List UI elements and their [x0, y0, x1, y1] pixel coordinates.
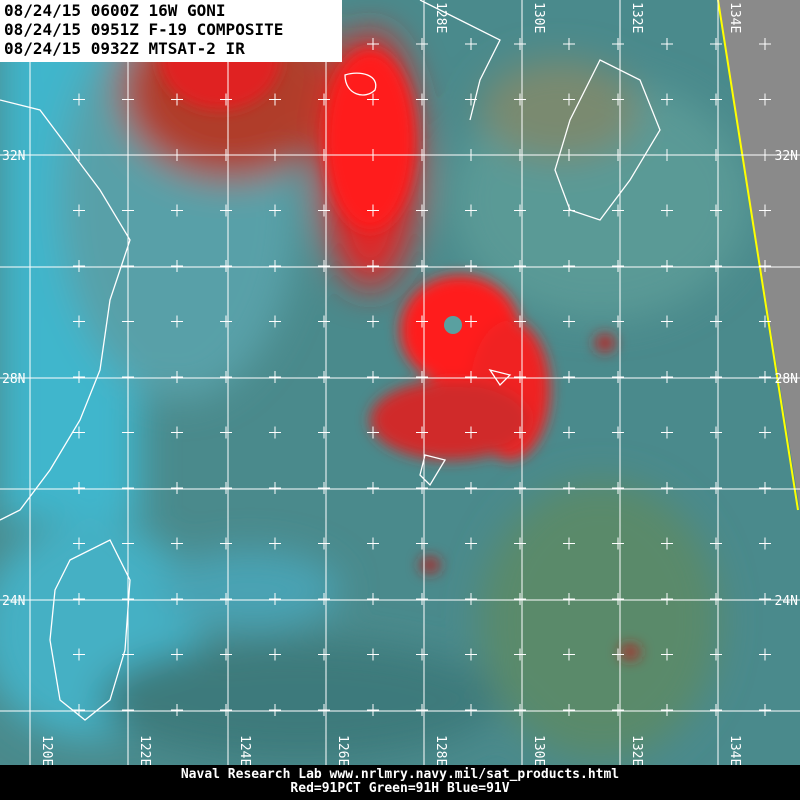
lon-label: 126E: [335, 735, 350, 766]
lon-label: 122E: [137, 735, 152, 766]
lon-label: 128E: [433, 735, 448, 766]
lat-label: 24N: [775, 594, 798, 609]
lon-label: 130E: [531, 735, 546, 766]
lon-label: 120E: [39, 735, 54, 766]
lon-label: 132E: [629, 735, 644, 766]
lon-label: 128E: [433, 2, 448, 33]
lat-label: 32N: [2, 149, 25, 164]
lat-label: 24N: [2, 594, 25, 609]
lon-label: 134E: [727, 2, 742, 33]
lon-label: 132E: [629, 2, 644, 33]
lat-label: 28N: [775, 372, 798, 387]
header-line: 08/24/15 0600Z 16W GONI: [4, 1, 226, 20]
lat-label: 28N: [2, 372, 25, 387]
footer-line: Red=91PCT Green=91H Blue=91V: [290, 781, 509, 796]
lon-label: 130E: [531, 2, 546, 33]
lat-label: 32N: [775, 149, 798, 164]
lon-label: 124E: [237, 735, 252, 766]
lat-lon-grid: [0, 0, 800, 765]
footer-line: Naval Research Lab www.nrlmry.navy.mil/s…: [181, 767, 619, 782]
header-line: 08/24/15 0951Z F-19 COMPOSITE: [4, 20, 283, 39]
lon-label: 134E: [727, 735, 742, 766]
header-line: 08/24/15 0932Z MTSAT-2 IR: [4, 39, 245, 58]
imagery: [0, 0, 800, 765]
footer-bar: [0, 765, 800, 800]
header-box: [0, 0, 342, 62]
